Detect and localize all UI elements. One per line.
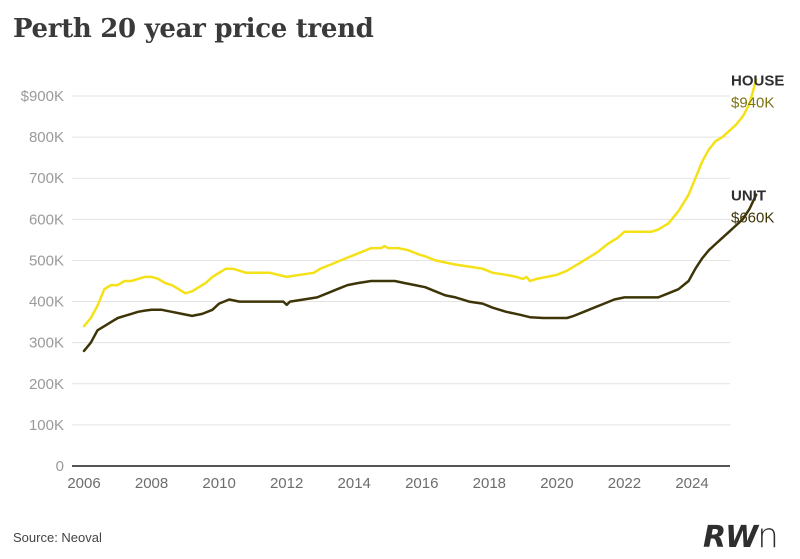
x-tick-label: 2008 [135, 475, 168, 492]
x-tick-label: 2024 [675, 475, 708, 492]
logo-text-light: n [757, 516, 779, 556]
logo-text-bold: RW [703, 520, 758, 555]
y-tick-label: 300K [29, 335, 64, 352]
y-tick-label: 800K [29, 129, 64, 146]
source-note: Source: Neoval [13, 530, 102, 545]
series-end-value-house: $940K [731, 95, 774, 112]
series-end-value-unit: $660K [731, 210, 774, 227]
y-tick-label: 400K [29, 294, 64, 311]
series-line-unit [82, 193, 758, 353]
x-tick-label: 2022 [608, 475, 641, 492]
y-tick-label: $900K [21, 88, 64, 105]
x-tick-label: 2012 [270, 475, 303, 492]
x-tick-label: 2020 [540, 475, 573, 492]
x-tick-label: 2016 [405, 475, 438, 492]
x-axis-ticks: 2006 2008 2010 2012 2014 2016 2018 2020 2022 2024 [67, 475, 708, 492]
chart-title: Perth 20 year price trend [13, 14, 374, 44]
y-axis-ticks: 0 100K 200K 300K 400K 500K 600K 700K 800K $900K [21, 88, 64, 475]
y-tick-label: 100K [29, 417, 64, 434]
x-tick-label: 2014 [338, 475, 371, 492]
x-tick-label: 2010 [202, 475, 235, 492]
x-tick-label: 2018 [473, 475, 506, 492]
y-tick-label: 0 [56, 458, 64, 475]
series-line-house [82, 78, 758, 328]
series-lines [82, 78, 758, 353]
y-tick-label: 600K [29, 211, 64, 228]
x-tick-label: 2006 [67, 475, 100, 492]
rwn-logo: RWn [703, 516, 779, 556]
series-label-unit: UNIT [731, 188, 766, 205]
gridlines [72, 95, 730, 426]
y-tick-label: 700K [29, 170, 64, 187]
series-label-house: HOUSE [731, 73, 784, 90]
y-tick-label: 200K [29, 376, 64, 393]
y-tick-label: 500K [29, 252, 64, 269]
series-end-labels: HOUSE $940K UNIT $660K [731, 73, 784, 227]
